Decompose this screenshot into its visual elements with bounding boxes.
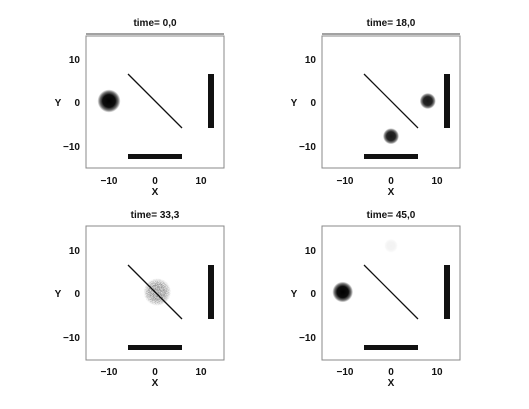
x-tick-label: 10 xyxy=(431,176,443,187)
bottom-wall xyxy=(128,154,182,159)
x-tick-label: 0 xyxy=(152,367,158,378)
y-tick-label: −10 xyxy=(299,333,316,344)
blob-layer xyxy=(97,89,121,113)
y-tick-label: 0 xyxy=(310,98,316,109)
plot-frame xyxy=(85,225,225,361)
panel-title: time= 0,0 xyxy=(133,18,177,29)
blob-layer xyxy=(143,278,172,306)
x-tick-label: −10 xyxy=(337,367,354,378)
panel-title: time= 18,0 xyxy=(367,18,416,29)
y-tick-label: 10 xyxy=(305,246,317,257)
y-tick-label: 10 xyxy=(69,55,81,66)
y-tick-label: 10 xyxy=(305,55,317,66)
blob-layer xyxy=(332,238,398,303)
diagonal-mirror xyxy=(127,73,183,129)
y-tick-label: 0 xyxy=(74,98,80,109)
y-axis-label: Y xyxy=(291,289,298,300)
right-wall xyxy=(208,74,214,128)
bottom-wall xyxy=(364,345,418,350)
diagonal-mirror xyxy=(363,264,419,320)
bottom-wall xyxy=(364,154,418,159)
x-axis-label: X xyxy=(152,378,159,389)
diagonal-mirror xyxy=(363,73,419,129)
x-tick-label: 0 xyxy=(388,176,394,187)
x-tick-label: −10 xyxy=(337,176,354,187)
wave-packet-blob xyxy=(419,92,436,110)
y-tick-label: 10 xyxy=(69,246,81,257)
plot-frame xyxy=(321,225,461,361)
y-tick-label: −10 xyxy=(63,333,80,344)
x-tick-label: 10 xyxy=(431,367,443,378)
wave-packet-blob xyxy=(143,278,172,306)
x-tick-label: 0 xyxy=(388,367,394,378)
wave-packet-blob xyxy=(332,281,354,303)
x-axis-label: X xyxy=(152,187,159,198)
panel-time-33: time= 33,3 −10 0 10 10 0 −10 X Y xyxy=(55,210,225,389)
plot-frame xyxy=(321,35,461,169)
y-axis-label: Y xyxy=(55,289,62,300)
panel-title: time= 45,0 xyxy=(367,210,416,221)
y-axis-label: Y xyxy=(55,98,62,109)
panel-time-45: time= 45,0 −10 0 10 10 0 −10 X Y xyxy=(291,210,461,389)
y-tick-label: 0 xyxy=(74,289,80,300)
x-axis-label: X xyxy=(388,187,395,198)
y-tick-label: 0 xyxy=(310,289,316,300)
blob-layer xyxy=(382,92,436,145)
plot-frame xyxy=(85,35,225,169)
x-tick-label: −10 xyxy=(101,176,118,187)
panel-title: time= 33,3 xyxy=(131,210,180,221)
panel-time-18: time= 18,0 −10 0 10 10 0 −10 X Y xyxy=(291,18,461,198)
wave-packet-blob xyxy=(384,238,398,253)
right-wall xyxy=(444,74,450,128)
bottom-wall xyxy=(128,345,182,350)
right-wall xyxy=(208,265,214,319)
x-tick-label: 10 xyxy=(195,367,207,378)
panel-time-0: time= 0,0 −10 0 10 10 0 −10 X Y xyxy=(55,18,225,198)
x-tick-label: 0 xyxy=(152,176,158,187)
right-wall xyxy=(444,265,450,319)
y-axis-label: Y xyxy=(291,98,298,109)
y-tick-label: −10 xyxy=(63,142,80,153)
y-tick-label: −10 xyxy=(299,142,316,153)
x-tick-label: 10 xyxy=(195,176,207,187)
x-axis-label: X xyxy=(388,378,395,389)
wave-packet-blob xyxy=(382,128,400,145)
wave-packet-blob xyxy=(97,89,121,113)
x-tick-label: −10 xyxy=(101,367,118,378)
